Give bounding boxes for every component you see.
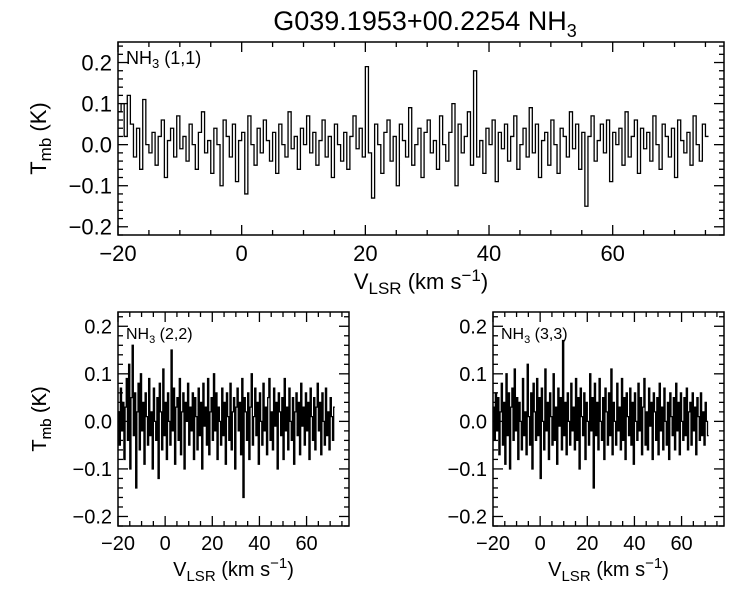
x-tick-label: 0: [160, 533, 171, 555]
transition-label-tail: (1,1): [159, 48, 201, 68]
x-axis-label-sup: −1: [270, 555, 287, 572]
transition-label-main: NH: [501, 326, 524, 343]
x-axis-label-sub: LSR: [186, 568, 215, 585]
x-axis-label-sup: −1: [645, 555, 662, 572]
y-axis-label-main: T: [29, 439, 51, 451]
y-tick-label: 0.0: [459, 412, 487, 434]
y-axis-label-sub: mb: [36, 138, 55, 162]
y-axis-label: Tmb (K): [29, 386, 55, 451]
x-tick-label: −20: [476, 533, 510, 555]
transition-label: NH3 (2,2): [126, 326, 193, 346]
plot-frame-bottom-left: [117, 311, 350, 527]
y-tick-label: 0.1: [459, 364, 487, 386]
x-tick-label: 40: [248, 533, 270, 555]
y-tick-label: 0.0: [81, 133, 112, 158]
y-axis-label-sub: mb: [38, 419, 55, 440]
y-axis-label-end: (K): [29, 386, 51, 418]
transition-label-tail: (2,2): [155, 326, 192, 343]
x-tick-label: 60: [600, 241, 624, 266]
y-tick-label: 0.2: [459, 316, 487, 338]
y-tick-label: 0.2: [84, 316, 112, 338]
x-axis-label-sub: LSR: [561, 568, 590, 585]
x-axis-label: VLSR (km s−1): [354, 266, 488, 298]
plot-frame-bottom-right: [492, 311, 725, 527]
x-tick-label: 0: [236, 241, 248, 266]
y-tick-label: −0.2: [73, 507, 112, 529]
y-tick-label: −0.1: [73, 459, 112, 481]
panel-bottom-left: −20 0 20 40 60 −0.2 −0.1 0.0 0.1 0.2 VLSR (km s−1)…: [29, 311, 350, 585]
y-tick-label: 0.0: [84, 412, 112, 434]
transition-label: NH3 (3,3): [501, 326, 568, 346]
x-axis-label-end: ): [662, 559, 669, 581]
y-tick-label: −0.1: [448, 459, 487, 481]
x-tick-label: 60: [670, 533, 692, 555]
transition-label: NH3 (1,1): [126, 48, 201, 71]
x-axis-label: VLSR (km s−1): [173, 555, 294, 585]
y-tick-label: 0.1: [84, 364, 112, 386]
transition-label-sub: 3: [524, 334, 530, 346]
x-tick-label: −20: [101, 533, 135, 555]
y-tick-label: −0.2: [448, 507, 487, 529]
x-axis-label: VLSR (km s−1): [548, 555, 669, 585]
y-tick-label: 0.2: [81, 50, 112, 75]
y-axis-label-sub: mb: [38, 419, 55, 440]
panel-top: −20 0 20 40 60 −0.2 −0.1 0.0 0.1 0.2 VLSR (km s−1)…: [26, 41, 725, 298]
transition-label-main: NH: [126, 326, 149, 343]
transition-label-tail: (3,3): [530, 326, 567, 343]
y-axis-label: Tmb (K): [29, 386, 55, 451]
x-axis-label-mid: (km s: [402, 269, 462, 294]
y-tick-label: −0.1: [69, 174, 112, 199]
x-tick-label: 60: [295, 533, 317, 555]
spectrum-line-top: [118, 65, 709, 207]
x-tick-label: 0: [535, 533, 546, 555]
x-axis-label-mid: (km s: [216, 559, 270, 581]
x-tick-label: 20: [576, 533, 598, 555]
y-axis-label-end: (K): [29, 386, 51, 418]
figure-title-sub: 3: [567, 21, 577, 41]
x-axis-label-end: ): [481, 269, 488, 294]
spectrum-line-bottom-right: [493, 339, 709, 489]
transition-label-main: NH: [126, 48, 152, 68]
x-tick-label: 40: [623, 533, 645, 555]
transition-label-sub: 3: [149, 334, 155, 346]
x-axis-label-sup: −1: [461, 266, 480, 285]
x-tick-label: 20: [353, 241, 377, 266]
figure-title: G039.1953+00.2254 NH3: [273, 6, 577, 41]
x-axis-label-mid: (km s: [591, 559, 645, 581]
x-axis-label-end: ): [287, 559, 294, 581]
transition-label-sub: 3: [152, 56, 159, 71]
y-axis-label-end: (K): [26, 102, 51, 137]
x-tick-label: 20: [201, 533, 223, 555]
x-axis-label-main: V: [354, 269, 369, 294]
y-axis-label-main: T: [29, 439, 51, 451]
spectrum-line-bottom-left: [118, 344, 335, 499]
x-axis-label-main: V: [548, 559, 562, 581]
y-tick-label: −0.2: [69, 215, 112, 240]
figure-title-main: G039.1953+00.2254 NH: [273, 6, 566, 36]
x-tick-label: 40: [477, 241, 501, 266]
y-axis-label: Tmb (K): [26, 102, 55, 175]
y-axis-label-main: T: [26, 161, 51, 174]
y-tick-label: 0.1: [81, 92, 112, 117]
x-axis-label-main: V: [173, 559, 187, 581]
x-tick-label: −20: [99, 241, 136, 266]
plot-frame-top: [117, 41, 725, 236]
x-axis-label-sub: LSR: [369, 279, 402, 298]
